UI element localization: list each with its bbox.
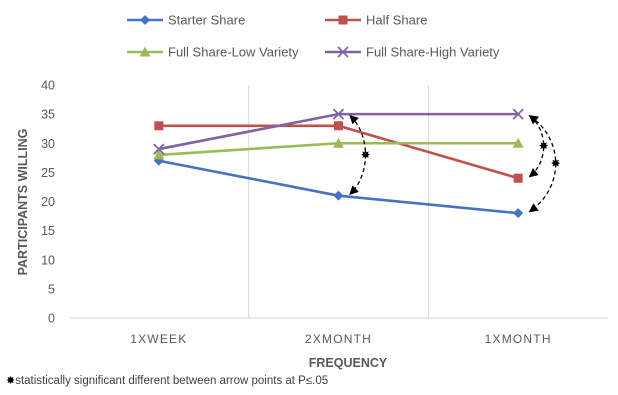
gridlines: [69, 85, 608, 319]
data-point: [153, 143, 165, 155]
legend-label: Half Share: [366, 13, 427, 28]
significance-arrow: ✸: [528, 115, 561, 213]
series-full-share-high-variety: [153, 108, 524, 155]
line-chart: Starter Share Half Share Full Share-Low Va…: [16, 13, 608, 370]
y-tick-label: 10: [41, 253, 55, 267]
legend-item: Starter Share: [127, 13, 245, 28]
x-axis-title: FREQUENCY: [309, 356, 388, 370]
significance-star-icon: ✸: [539, 139, 549, 153]
y-tick-label: 35: [41, 108, 55, 122]
footnote: ✸statistically significant different bet…: [6, 374, 328, 387]
legend-marker: [337, 46, 349, 58]
y-tick-label: 40: [41, 79, 55, 93]
significance-star-icon: ✸: [360, 148, 370, 162]
dashed-arc: [349, 114, 367, 195]
legend-item: Full Share-High Variety: [325, 45, 500, 60]
data-point: [333, 190, 344, 201]
significance-star-icon: ✸: [551, 157, 561, 171]
significance-annotations: ✸✸✸: [349, 114, 561, 213]
y-tick-label: 0: [48, 312, 55, 326]
series-half-share: [154, 121, 523, 183]
series-full-share-low-variety: [153, 137, 524, 160]
significance-arrow: ✸: [528, 114, 549, 178]
legend-label: Full Share-High Variety: [366, 45, 500, 60]
series-line: [158, 159, 519, 215]
significance-mark-icon: ✸: [6, 375, 16, 387]
legend: Starter Share Half Share Full Share-Low Va…: [127, 13, 500, 60]
x-tick-label: 1XMONTH: [485, 332, 552, 346]
y-tick-label: 30: [41, 137, 55, 151]
data-point: [512, 108, 524, 120]
y-tick-label: 5: [48, 282, 55, 296]
data-point: [332, 108, 345, 120]
legend-label: Full Share-Low Variety: [168, 45, 299, 60]
y-tick-label: 15: [41, 224, 55, 238]
legend-marker: [338, 15, 348, 25]
data-point: [333, 137, 344, 148]
data-point: [512, 137, 524, 148]
data-point: [513, 173, 523, 183]
data-point: [153, 149, 165, 160]
footnote-text: statistically significant different betw…: [15, 375, 329, 387]
legend-item: Full Share-Low Variety: [127, 45, 299, 60]
series-starter-share: [153, 155, 524, 219]
significance-arrow: ✸: [349, 114, 371, 195]
data-point: [513, 208, 524, 219]
y-tick-label: 25: [41, 166, 55, 180]
data-point: [334, 121, 343, 131]
x-axis-ticks: 1XWEEK 2XMONTH 1XMONTH: [130, 332, 552, 346]
x-tick-label: 1XWEEK: [130, 332, 187, 346]
series-group: [153, 108, 524, 219]
legend-marker: [140, 15, 150, 25]
y-axis-title: PARTICIPANTS WILLING: [16, 129, 30, 276]
x-tick-label: 2XMONTH: [305, 332, 372, 346]
legend-label: Starter Share: [168, 13, 245, 28]
y-axis-ticks: 0 5 10 15 20 25 30 35 40: [41, 79, 55, 326]
legend-marker: [139, 46, 151, 57]
dashed-arc: [528, 115, 557, 213]
data-point: [154, 121, 164, 131]
legend-item: Half Share: [325, 13, 427, 28]
y-tick-label: 20: [41, 195, 55, 209]
